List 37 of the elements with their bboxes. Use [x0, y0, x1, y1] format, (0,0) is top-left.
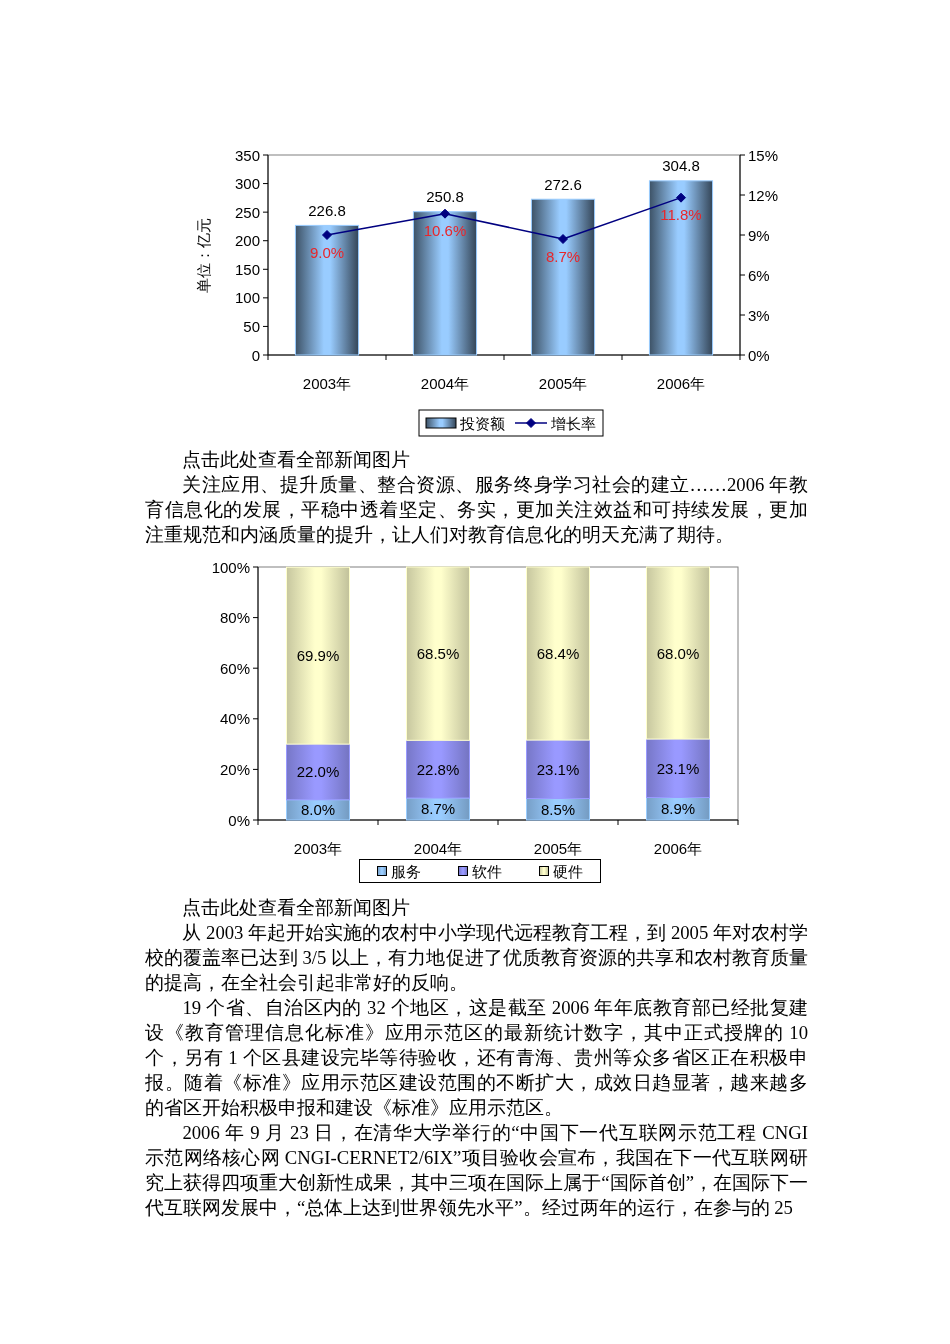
bar: [526, 566, 590, 741]
bar: [406, 566, 470, 741]
x-tick-label: 2004年: [413, 839, 463, 857]
y-tick-label: 60%: [219, 659, 250, 677]
data-label: 8.7%: [420, 800, 456, 818]
bar: [646, 738, 710, 798]
y-tick-label: 80%: [219, 609, 250, 627]
x-tick-label: 2006年: [653, 839, 703, 857]
legend-label: 服务: [390, 862, 421, 880]
text: 2006 年 9 月 23 日，在清华大学举行的“中国下一代互联网示范工程 CNGI 示范网络核心网 CNGI-CERNET2/6IX”项目验收会宣布，我国在下一代互联网研究上获得四项重大创新性成果，其中三项在国际上属于“国际首创”，在国际下一代互联网发展中，“总体上达到世界领先水平”。经过两年的运行，在参与的 25: [145, 1121, 808, 1220]
text: 19 个省、自治区内的 32 个地区，这是截至 2006 年年底教育部已经批复建设《教育管理信息化标准》应用示范区的最新统计数字，其中正式授牌的 10 个，另有 1 个区县建设完毕等待验收，还有青海、贵州等众多省区正在积极申报。随着《标准》应用示范区建设范围的不断扩大，成效日趋显著，越来越多的省区开始积极申报和建设《标准》应用示范区。: [145, 996, 808, 1120]
legend-label: 硬件: [552, 862, 583, 880]
legend-label: 软件: [471, 862, 502, 880]
x-tick-label: 2003年: [293, 839, 343, 857]
data-label: 22.8%: [416, 760, 460, 778]
bar: [286, 743, 350, 801]
y-tick-label: 100%: [211, 558, 250, 576]
bar: [286, 566, 350, 745]
y-tick-label: 0%: [228, 811, 250, 829]
y-tick-label: 40%: [219, 710, 250, 728]
data-label: 8.0%: [300, 801, 336, 819]
bar: [406, 739, 470, 799]
data-label: 69.9%: [296, 647, 340, 665]
bar: [526, 739, 590, 799]
data-label: 68.4%: [536, 645, 580, 663]
data-label: 8.5%: [540, 800, 576, 818]
data-label: 22.0%: [296, 763, 340, 781]
data-label: 68.0%: [656, 644, 700, 662]
data-label: 23.1%: [656, 759, 700, 777]
data-label: 68.5%: [416, 645, 460, 663]
data-label: 8.9%: [660, 800, 696, 818]
text: 点击此处查看全部新闻图片: [181, 896, 412, 920]
y-tick-label: 20%: [219, 760, 250, 778]
x-tick-label: 2005年: [533, 839, 583, 857]
data-label: 23.1%: [536, 760, 580, 778]
bar: [646, 566, 710, 740]
text: 从 2003 年起开始实施的农村中小学现代远程教育工程，到 2005 年对农村学校的覆盖率已达到 3/5 以上，有力地促进了优质教育资源的共享和农村教育质量的提高，在全社会引起非常好的反响。: [145, 921, 808, 995]
